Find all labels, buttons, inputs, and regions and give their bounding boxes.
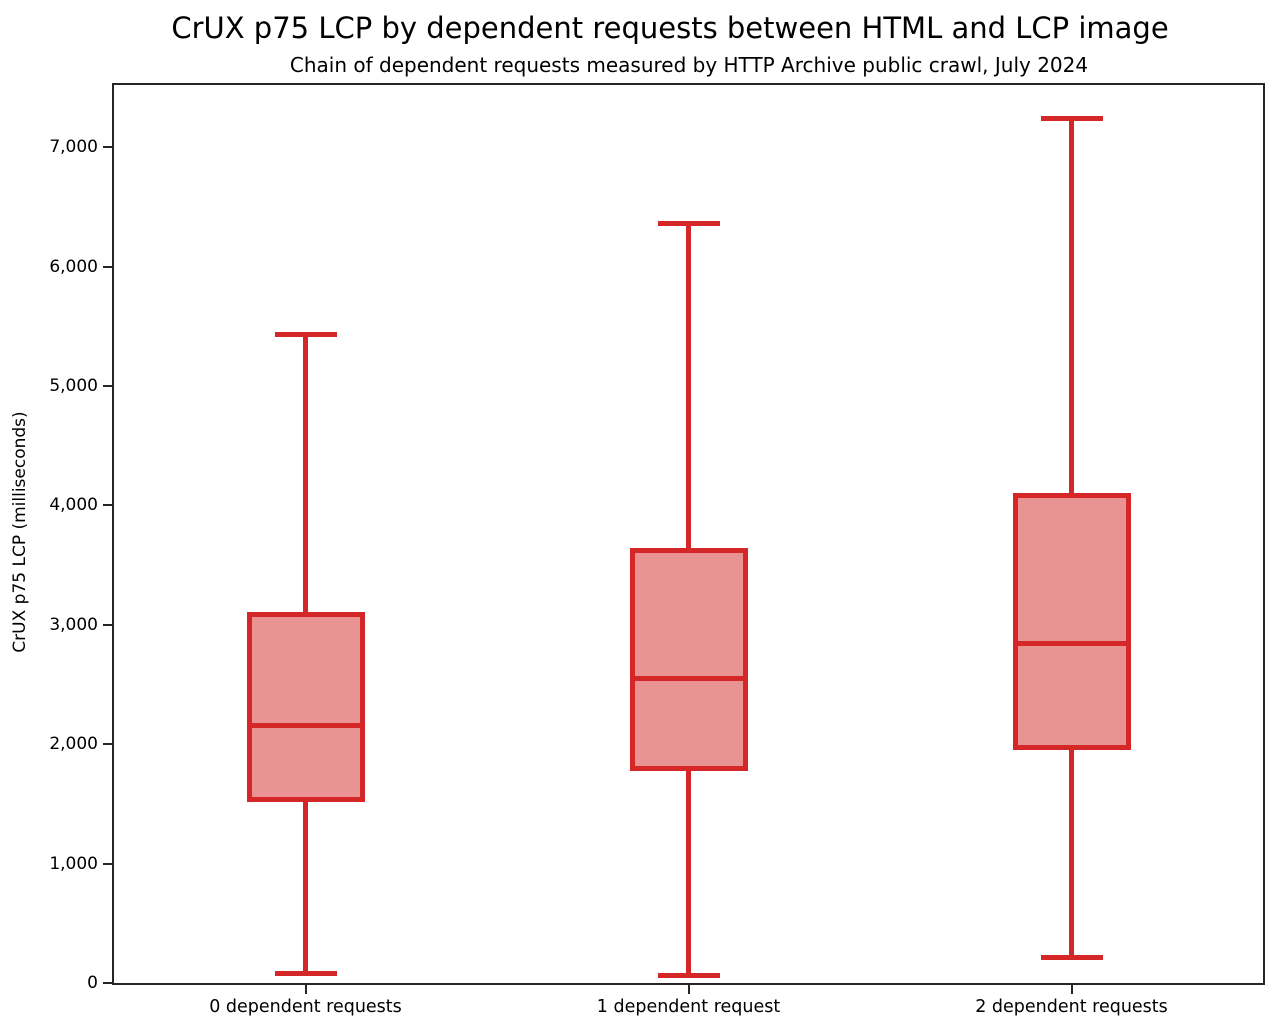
x-tick-2-dependent-requests [1070,985,1073,994]
y-tick-label-5000: 5,000 [49,375,98,396]
y-tick-3000 [103,623,112,626]
lower-whisker-0-dependent-requests [303,799,308,974]
y-tick-4000 [103,504,112,507]
upper-whisker-1-dependent-request [686,223,691,551]
y-tick-label-3000: 3,000 [49,614,98,635]
y-tick-label-1000: 1,000 [49,853,98,874]
y-tick-label-2000: 2,000 [49,734,98,755]
x-tick-label-2-dependent-requests: 2 dependent requests [975,997,1168,1017]
y-tick-5000 [103,384,112,387]
box-1-dependent-request [629,548,748,771]
y-tick-label-6000: 6,000 [49,256,98,277]
box-2-dependent-requests [1012,493,1131,751]
lower-whisker-1-dependent-request [686,768,691,976]
min-cap-1-dependent-request [657,972,720,978]
max-cap-1-dependent-request [657,221,720,227]
y-tick-2000 [103,743,112,746]
lower-whisker-2-dependent-requests [1069,747,1074,958]
y-tick-6000 [103,265,112,268]
x-tick-1-dependent-request [687,985,690,994]
x-tick-label-1-dependent-request: 1 dependent request [596,997,781,1017]
max-cap-2-dependent-requests [1040,115,1103,121]
y-tick-label-0: 0 [87,973,98,993]
median-0-dependent-requests [246,722,365,728]
x-tick-0-dependent-requests [304,985,307,994]
y-tick-0 [103,982,112,984]
x-tick-label-0-dependent-requests: 0 dependent requests [209,997,402,1017]
median-2-dependent-requests [1012,640,1131,646]
min-cap-2-dependent-requests [1040,954,1103,960]
y-tick-7000 [103,146,112,149]
upper-whisker-2-dependent-requests [1069,118,1074,496]
y-tick-label-7000: 7,000 [49,137,98,158]
y-tick-1000 [103,862,112,865]
chart-subtitle: Chain of dependent requests measured by … [289,53,1089,77]
max-cap-0-dependent-requests [274,332,337,338]
upper-whisker-0-dependent-requests [303,334,308,614]
min-cap-0-dependent-requests [274,970,337,976]
box-0-dependent-requests [246,611,365,802]
y-tick-label-4000: 4,000 [49,495,98,516]
median-1-dependent-request [629,675,748,681]
chart-title: CrUX p75 LCP by dependent requests betwe… [171,11,1169,45]
